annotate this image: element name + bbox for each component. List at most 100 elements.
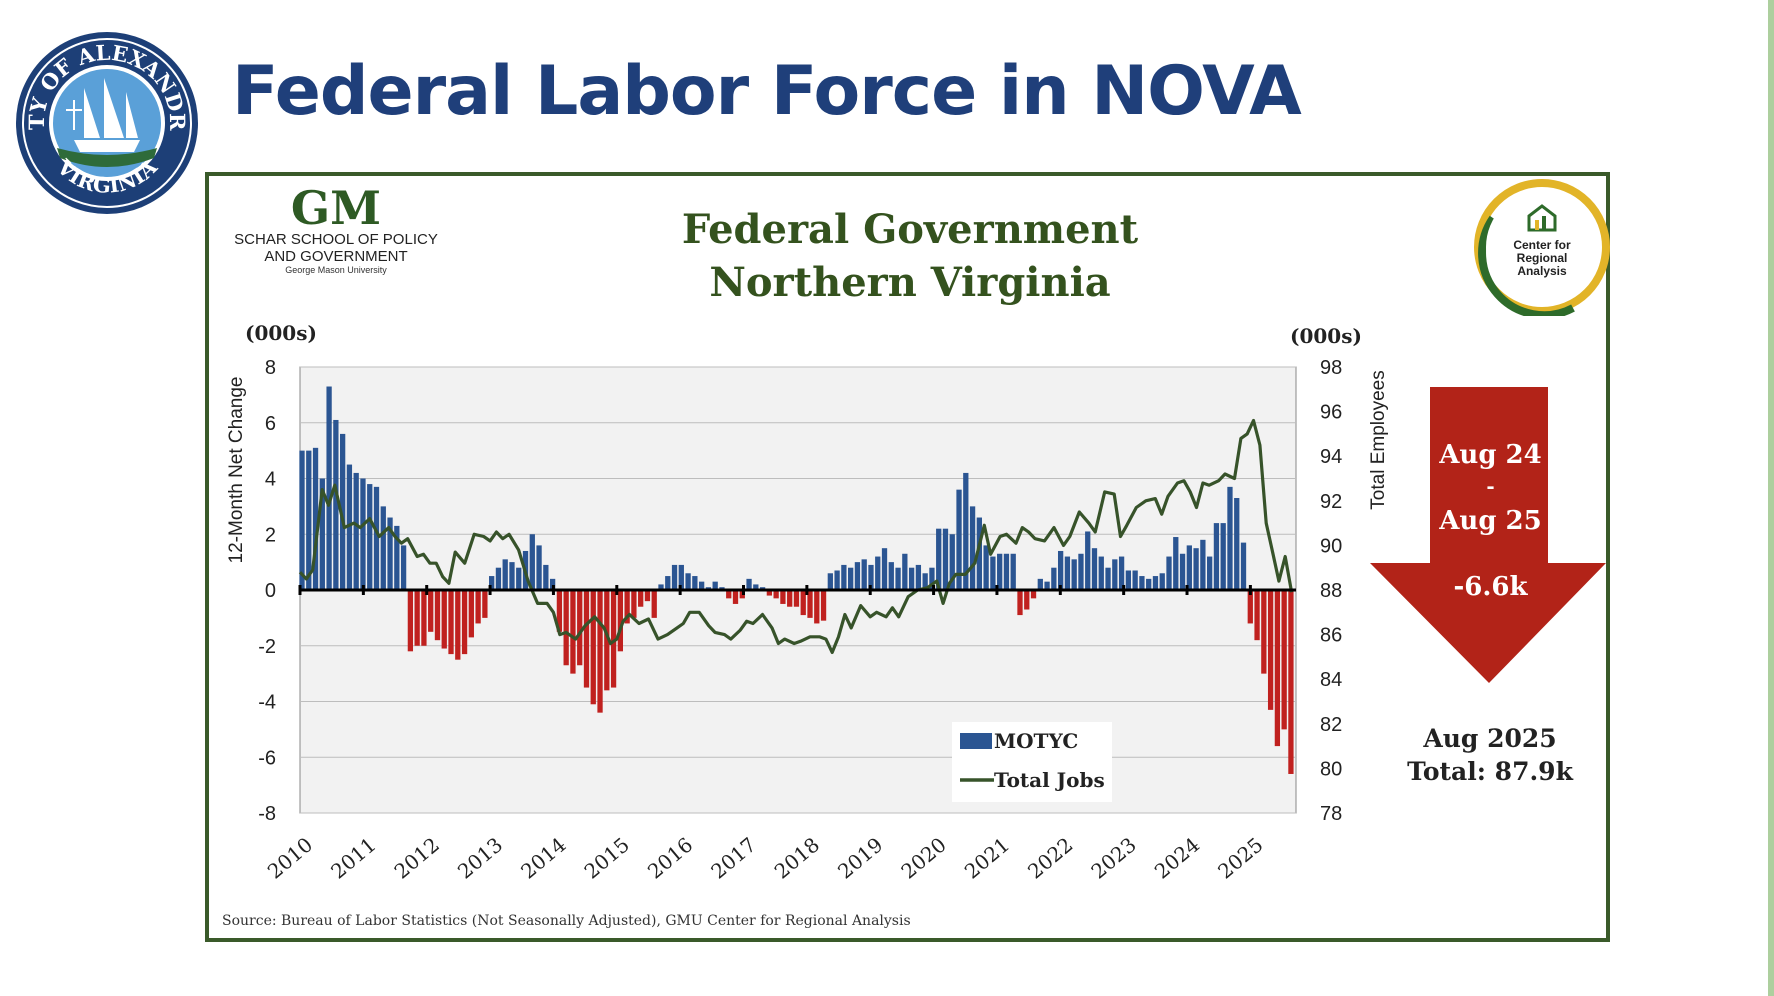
line-series	[298, 418, 1294, 655]
y2-tick-label: 78	[1320, 803, 1342, 825]
bar	[936, 528, 942, 590]
bar	[658, 584, 664, 590]
gmu-line3: George Mason University	[285, 265, 387, 275]
bar	[312, 447, 319, 590]
legend-swatch-bar	[960, 733, 992, 749]
y-tick-label: -2	[258, 636, 276, 658]
bar	[468, 590, 474, 638]
bar	[543, 564, 549, 590]
bar	[1281, 590, 1287, 730]
gmu-line1: SCHAR SCHOOL OF POLICY	[234, 231, 438, 248]
total-jobs-line	[298, 418, 1294, 655]
bar	[1220, 523, 1226, 590]
bar	[1037, 578, 1043, 590]
callout-from: Aug 24	[1439, 440, 1542, 470]
x-tick-label: 2014	[516, 832, 570, 883]
bar	[1105, 567, 1111, 590]
y-tick-label: 4	[265, 469, 276, 491]
bar	[942, 528, 949, 590]
cra-line2: Regional	[1517, 251, 1568, 265]
legend-label-line: Total Jobs	[994, 768, 1105, 792]
bar	[1064, 556, 1071, 590]
y2-tick-label: 90	[1320, 535, 1342, 557]
y2-tick-label: 82	[1320, 714, 1342, 736]
bar	[631, 590, 637, 618]
bar	[1098, 556, 1104, 590]
bar	[1057, 550, 1064, 590]
bar	[461, 590, 468, 655]
y2-tick-label: 92	[1320, 491, 1342, 513]
bar	[1152, 576, 1159, 590]
cra-line1: Center for	[1513, 238, 1571, 252]
bar	[333, 419, 339, 590]
bar	[1274, 590, 1281, 747]
bar	[1051, 567, 1057, 590]
bar	[773, 590, 779, 599]
y2-tick-label: 94	[1320, 446, 1342, 468]
bar	[726, 590, 732, 599]
bar	[583, 590, 590, 688]
source-note: Source: Bureau of Labor Statistics (Not …	[222, 913, 911, 929]
cra-line3: Analysis	[1517, 264, 1567, 278]
bar	[1118, 556, 1125, 590]
bar	[509, 562, 515, 590]
bar	[800, 590, 806, 616]
bar	[902, 553, 908, 590]
legend-label-bar: MOTYC	[994, 729, 1078, 753]
bar	[949, 534, 955, 590]
x-tick-label: 2017	[706, 832, 760, 883]
bar	[712, 581, 718, 590]
total-callout: Aug 2025 Total: 87.9k	[1400, 722, 1580, 788]
bar	[1017, 590, 1023, 616]
bar	[421, 590, 427, 646]
gmu-line2: AND GOVERNMENT	[264, 248, 408, 265]
slide-edge	[1768, 0, 1774, 996]
bar	[319, 478, 325, 590]
bar	[434, 590, 441, 641]
bar	[1240, 542, 1247, 590]
bar	[814, 590, 820, 624]
bar	[1091, 548, 1098, 590]
bar	[956, 489, 962, 590]
bar	[780, 590, 786, 604]
x-tick-label: 2025	[1213, 832, 1267, 883]
bar	[1132, 570, 1138, 590]
bar	[394, 525, 400, 590]
bar	[489, 576, 495, 590]
gridlines	[300, 366, 1296, 814]
bar	[1288, 590, 1294, 774]
x-tick-label: 2011	[326, 832, 380, 883]
bar	[732, 590, 739, 604]
bar	[495, 567, 502, 590]
y-tick-label: 2	[265, 524, 276, 546]
y-axis-title: 12-Month Net Change	[226, 377, 247, 564]
bar	[1159, 573, 1165, 590]
cra-logo: Center for Regional Analysis	[1474, 179, 1610, 316]
bar	[610, 590, 617, 688]
bar	[1247, 590, 1253, 624]
bar	[1186, 545, 1192, 590]
bar	[638, 590, 644, 607]
bar	[400, 545, 407, 590]
bar	[590, 590, 596, 705]
bar	[617, 590, 623, 652]
bar	[1139, 576, 1145, 590]
x-tick-label: 2024	[1150, 832, 1204, 883]
bar	[969, 506, 976, 590]
bar	[692, 576, 698, 590]
bar	[820, 590, 827, 621]
bar	[1085, 531, 1091, 590]
bar	[854, 562, 861, 590]
x-tick-label: 2021	[960, 832, 1014, 883]
bar	[834, 570, 840, 590]
y2-axis-title: Total Employees	[1368, 370, 1389, 509]
bar	[502, 559, 508, 590]
bar	[360, 478, 366, 590]
x-tick-label: 2016	[643, 832, 697, 883]
bar	[997, 553, 1003, 590]
bar	[346, 464, 353, 590]
bar	[326, 386, 332, 590]
bar	[807, 590, 813, 618]
y2-tick-label: 86	[1320, 625, 1342, 647]
